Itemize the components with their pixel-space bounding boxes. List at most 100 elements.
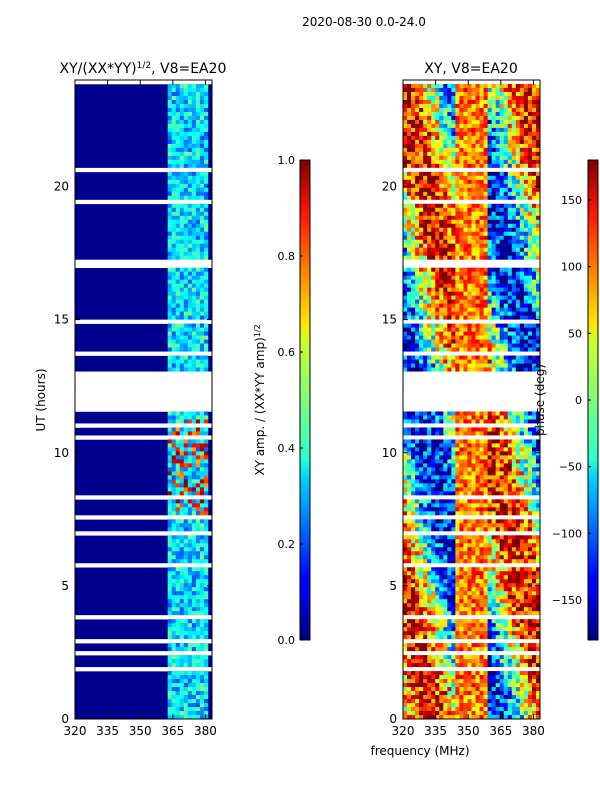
- phase-cell: [439, 299, 444, 304]
- phase-cell: [403, 107, 408, 113]
- phase-cell: [511, 583, 517, 588]
- amplitude-cell: [179, 559, 185, 564]
- phase-cell: [459, 243, 464, 249]
- amplitude-cell: [203, 295, 209, 300]
- phase-cell: [471, 215, 476, 221]
- amplitude-gap: [75, 667, 212, 672]
- amplitude-cell: [195, 179, 201, 185]
- phase-cell: [407, 195, 412, 201]
- amplitude-cell: [195, 419, 201, 424]
- phase-cell: [491, 315, 496, 320]
- amplitude-cell: [179, 419, 185, 424]
- phase-cell: [535, 335, 540, 340]
- phase-cell: [443, 575, 448, 580]
- amplitude-cell: [171, 551, 177, 556]
- amplitude-cell: [191, 315, 197, 320]
- phase-cell: [451, 267, 456, 272]
- phase-cell: [431, 223, 436, 229]
- phase-cell: [443, 527, 448, 532]
- phase-cell: [479, 303, 484, 308]
- phase-cell: [491, 487, 496, 492]
- phase-cell: [495, 587, 501, 592]
- phase-cell: [407, 331, 412, 336]
- phase-cell: [487, 355, 492, 360]
- phase-cell: [503, 179, 509, 185]
- phase-cell: [467, 571, 472, 576]
- phase-cell: [507, 211, 513, 217]
- amplitude-cell: [199, 507, 205, 512]
- phase-cell: [495, 103, 501, 109]
- amplitude-cell: [183, 99, 189, 105]
- phase-cell: [495, 271, 501, 276]
- phase-cell: [427, 367, 432, 372]
- phase-cell: [531, 151, 537, 157]
- phase-cell: [463, 527, 468, 532]
- phase-cell: [431, 111, 436, 117]
- amplitude-cell: [179, 699, 185, 704]
- phase-cell: [435, 191, 440, 197]
- phase-cell: [487, 135, 492, 141]
- amplitude-cell: [187, 671, 193, 676]
- phase-cell: [415, 135, 420, 141]
- phase-cell: [483, 147, 488, 153]
- phase-cell: [435, 91, 440, 97]
- phase-cell: [503, 187, 509, 193]
- amplitude-cell: [175, 123, 181, 129]
- phase-cell: [499, 151, 505, 157]
- phase-cell: [443, 511, 448, 516]
- phase-cell: [491, 523, 496, 528]
- phase-cell: [471, 171, 476, 177]
- phase-cell: [507, 207, 513, 213]
- phase-cell: [403, 463, 408, 468]
- phase-cell: [403, 331, 408, 336]
- amplitude-cell: [167, 507, 173, 512]
- amplitude-cell: [203, 539, 209, 544]
- amplitude-cell: [183, 715, 189, 719]
- phase-cell: [479, 171, 484, 177]
- phase-cell: [431, 183, 436, 189]
- phase-cell: [487, 359, 492, 364]
- phase-cell: [431, 355, 436, 360]
- amplitude-cell: [199, 91, 205, 97]
- phase-cell: [403, 83, 408, 89]
- phase-cell: [419, 323, 424, 328]
- phase-cell: [487, 347, 492, 352]
- phase-cell: [495, 487, 501, 492]
- phase-cell: [475, 347, 480, 352]
- amplitude-cell: [175, 271, 181, 276]
- amplitude-cell: [183, 219, 189, 225]
- phase-cell: [407, 547, 412, 552]
- phase-cell: [451, 147, 456, 153]
- phase-cell: [415, 455, 420, 460]
- phase-cell: [519, 163, 525, 169]
- phase-cell: [407, 239, 412, 245]
- phase-cell: [535, 295, 540, 300]
- amplitude-cell: [203, 215, 209, 221]
- phase-cell: [499, 571, 505, 576]
- amplitude-cell: [183, 131, 189, 137]
- phase-cell: [471, 295, 476, 300]
- amplitude-cell: [191, 311, 197, 316]
- phase-cell: [443, 535, 448, 540]
- phase-cell: [519, 487, 525, 492]
- phase-cell: [531, 439, 537, 444]
- phase-cell: [535, 575, 540, 580]
- amplitude-cell: [179, 287, 185, 292]
- phase-cell: [499, 203, 505, 209]
- amplitude-cell: [175, 695, 181, 700]
- phase-cell: [415, 231, 420, 237]
- amplitude-cell: [171, 363, 177, 368]
- phase-cell: [431, 503, 436, 508]
- phase-cell: [475, 583, 480, 588]
- phase-cell: [475, 559, 480, 564]
- phase-cell: [511, 523, 517, 528]
- phase-cell: [407, 103, 412, 109]
- amplitude-cell: [167, 127, 173, 133]
- phase-cell: [515, 559, 521, 564]
- amplitude-cell: [187, 367, 193, 372]
- phase-cell: [467, 447, 472, 452]
- amplitude-cell: [187, 499, 193, 504]
- phase-cell: [495, 91, 501, 97]
- phase-cell: [467, 331, 472, 336]
- phase-cell: [483, 87, 488, 93]
